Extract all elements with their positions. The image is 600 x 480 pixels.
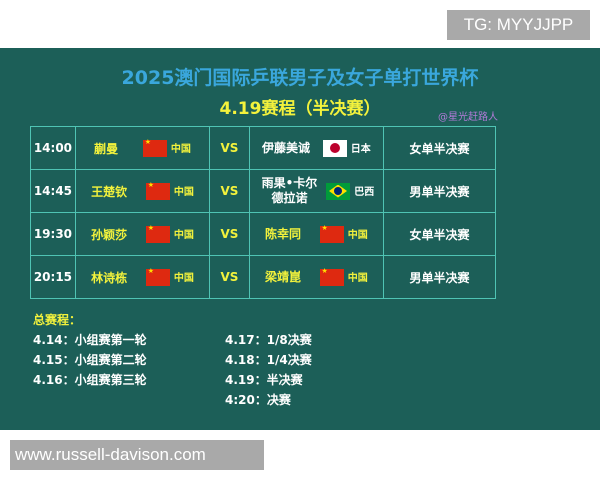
player2-name: 梁靖崑 — [264, 269, 301, 284]
vs-label: VS — [209, 126, 250, 170]
player2-country: 巴西 — [354, 186, 375, 198]
match-row: 14:00 蒯曼 中国 VS 伊藤美诚 日本 女单半决赛 — [30, 126, 497, 170]
flag-br-icon — [326, 182, 351, 200]
flag-cn-icon — [319, 224, 344, 243]
flag-cn-icon — [145, 224, 170, 243]
schedule-item: 4.18：1/4决赛 — [225, 353, 312, 367]
flag-cn-icon — [319, 267, 344, 286]
player2-country: 中国 — [347, 229, 368, 241]
event-label: 女单半决赛 — [382, 126, 497, 170]
schedule-item: 4.15：小组赛第二轮 — [33, 353, 147, 367]
vs-label: VS — [209, 169, 250, 213]
player1-cell: 王楚钦 中国 — [74, 169, 211, 213]
flag-cn-icon — [145, 267, 170, 286]
flag-cn-icon — [145, 181, 170, 200]
player1-name: 王楚钦 — [91, 184, 128, 199]
match-row: 19:30 孙颖莎 中国 VS 陈幸同 中国 女单半决赛 — [30, 212, 497, 256]
player1-cell: 孙颖莎 中国 — [74, 212, 211, 256]
schedule-item: 4.19：半决赛 — [225, 373, 303, 387]
player1-country: 中国 — [173, 229, 194, 241]
player1-country: 中国 — [173, 186, 194, 198]
schedule-left: 总赛程： 4.14：小组赛第一轮 4.15：小组赛第二轮 4.16：小组赛第三轮 — [33, 310, 147, 390]
schedule-heading: 总赛程： — [33, 313, 82, 327]
watermark-top: TG: MYYJJPP — [447, 10, 590, 40]
player2-cell: 梁靖崑 中国 — [248, 255, 384, 299]
player2-name: 陈幸同 — [264, 226, 301, 241]
player2-country: 日本 — [350, 143, 371, 155]
flag-jp-icon — [322, 139, 347, 157]
match-time: 20:15 — [30, 255, 76, 299]
player2-name: 雨果•卡尔德拉诺 — [261, 176, 318, 205]
player2-cell: 陈幸同 中国 — [248, 212, 384, 256]
event-label: 男单半决赛 — [382, 255, 497, 299]
vs-label: VS — [209, 255, 250, 299]
author-handle: @星光赶路人 — [438, 112, 498, 123]
player1-cell: 蒯曼 中国 — [74, 126, 211, 170]
player2-country: 中国 — [347, 272, 368, 284]
player2-cell: 伊藤美诚 日本 — [248, 126, 384, 170]
player1-country: 中国 — [173, 272, 194, 284]
vs-label: VS — [209, 212, 250, 256]
match-row: 20:15 林诗栋 中国 VS 梁靖崑 中国 男单半决赛 — [30, 255, 497, 299]
schedule-item: 4.17：1/8决赛 — [225, 333, 312, 347]
schedule-right: 4.17：1/8决赛 4.18：1/4决赛 4.19：半决赛 4:20：决赛 — [225, 330, 312, 410]
player1-name: 林诗栋 — [91, 270, 128, 285]
page-title: 2025澳门国际乒联男子及女子单打世界杯 — [121, 67, 479, 89]
watermark-bottom: www.russell-davison.com — [10, 440, 264, 470]
schedule-item: 4.16：小组赛第三轮 — [33, 373, 147, 387]
event-label: 女单半决赛 — [382, 212, 497, 256]
match-time: 19:30 — [30, 212, 76, 256]
player2-name: 伊藤美诚 — [261, 140, 310, 155]
player1-name: 孙颖莎 — [91, 227, 128, 242]
schedule-item: 4:20：决赛 — [225, 393, 291, 407]
schedule-item: 4.14：小组赛第一轮 — [33, 333, 147, 347]
page-subtitle: 4.19赛程（半决赛） — [219, 99, 381, 119]
match-time: 14:00 — [30, 126, 76, 170]
event-label: 男单半决赛 — [382, 169, 497, 213]
player2-cell: 雨果•卡尔德拉诺 巴西 — [248, 169, 384, 213]
match-row: 14:45 王楚钦 中国 VS 雨果•卡尔德拉诺 巴西 男单半决赛 — [30, 169, 497, 213]
player1-cell: 林诗栋 中国 — [74, 255, 211, 299]
player1-name: 蒯曼 — [94, 141, 119, 156]
flag-cn-icon — [142, 138, 167, 157]
player1-country: 中国 — [170, 143, 191, 155]
schedule-panel: 2025澳门国际乒联男子及女子单打世界杯 4.19赛程（半决赛） @星光赶路人 … — [0, 48, 600, 430]
match-time: 14:45 — [30, 169, 76, 213]
